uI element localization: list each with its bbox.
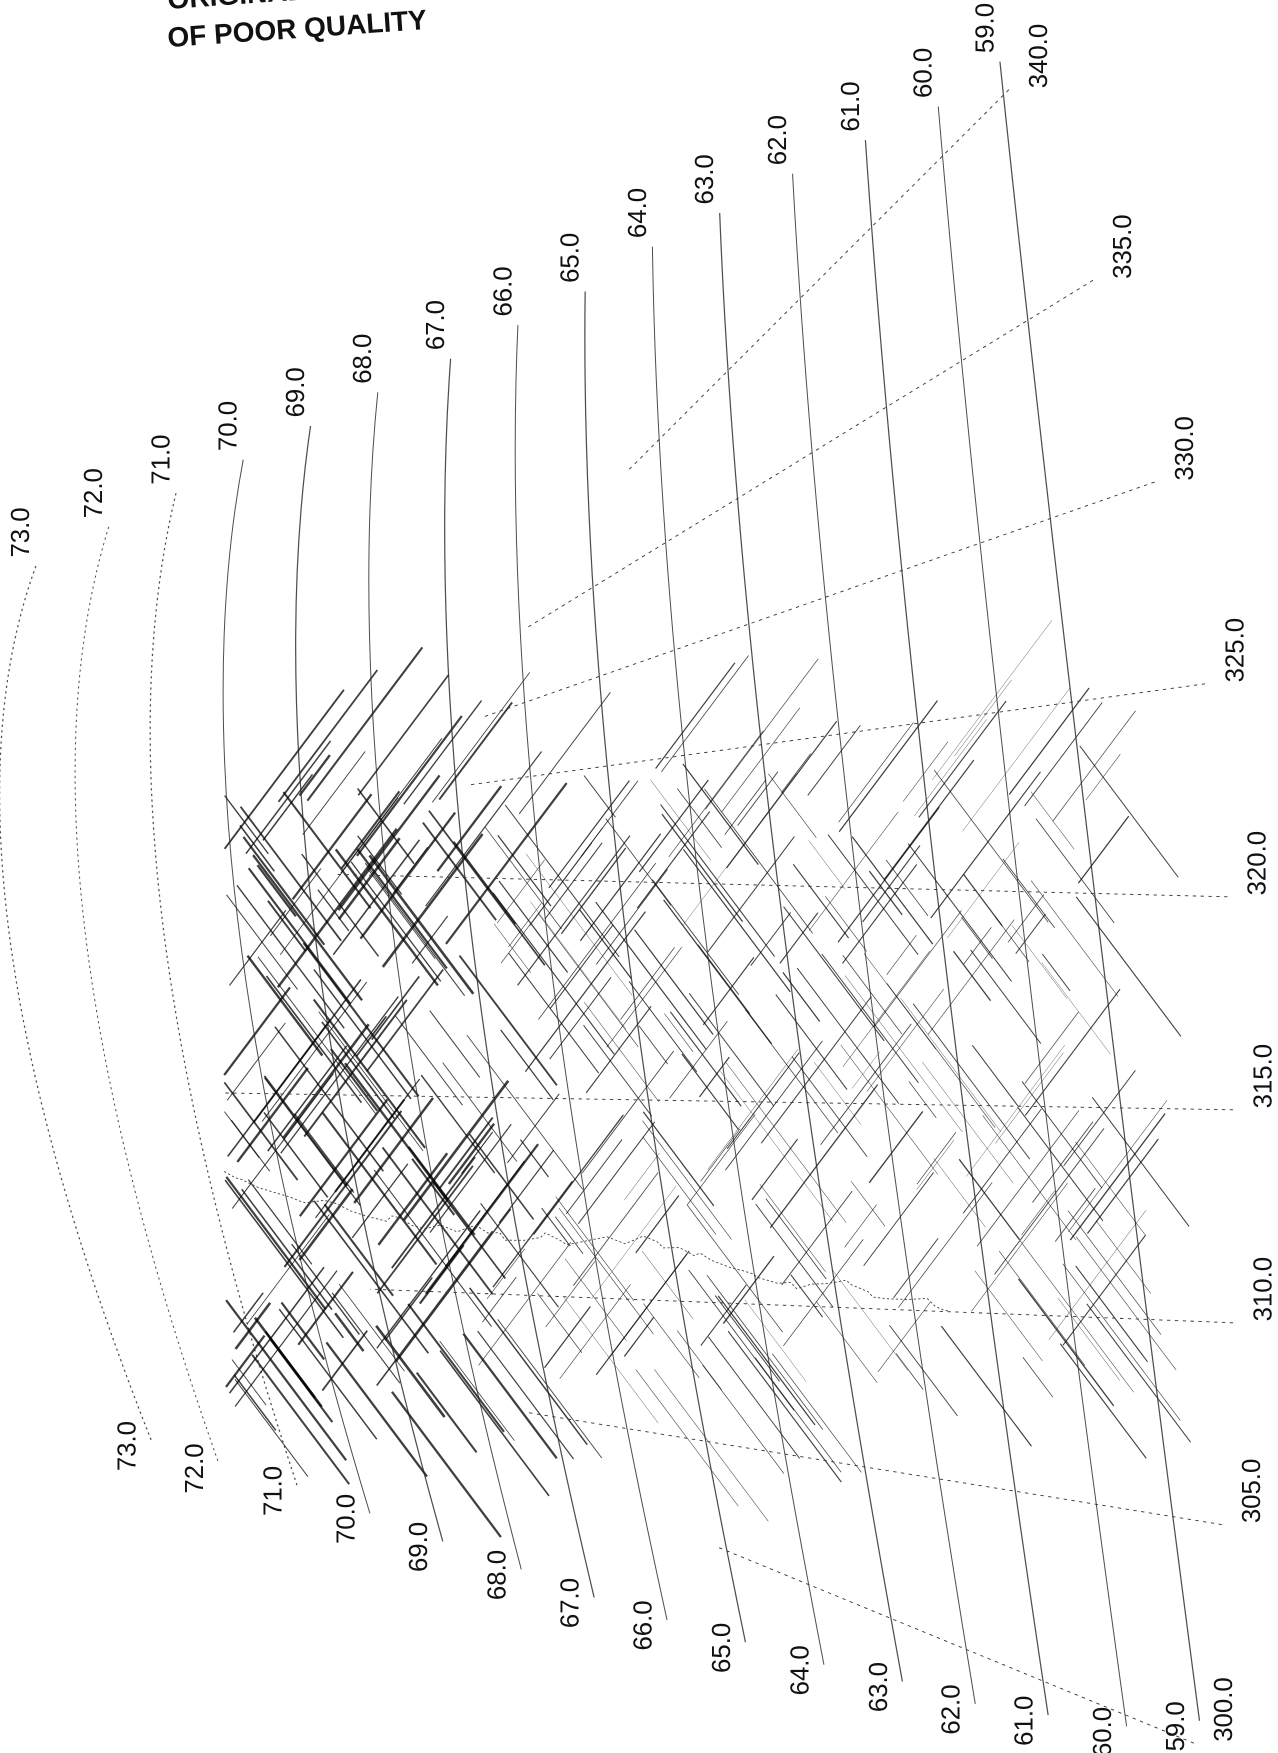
grid-label: 68.0: [349, 334, 377, 384]
grid-label: 73.0: [7, 507, 35, 557]
grid-label: 63.0: [691, 154, 719, 204]
grid-label: 72.0: [80, 468, 108, 518]
grid-label: 335.0: [1109, 214, 1137, 278]
grid-label: 70.0: [215, 401, 243, 451]
grid-label: 72.0: [181, 1443, 209, 1493]
grid-label: 305.0: [1238, 1459, 1266, 1523]
grid-label: 70.0: [332, 1494, 360, 1544]
grid-label: 62.0: [764, 115, 792, 165]
grid-label: 65.0: [557, 233, 585, 283]
grid-label: 64.0: [624, 188, 652, 238]
grid-label: 61.0: [1011, 1696, 1039, 1746]
grid-label: 71.0: [147, 435, 175, 485]
grid-label: 300.0: [1210, 1677, 1238, 1741]
grid-label: 59.0: [1162, 1701, 1190, 1751]
grid-label: 325.0: [1221, 618, 1249, 682]
grid-label: 66.0: [629, 1600, 657, 1650]
page: ORIGINAL OF POOR QUALITY 73.072.071.070.…: [0, 0, 1278, 1753]
grid-label: 60.0: [910, 48, 938, 98]
grid-label: 62.0: [938, 1684, 966, 1734]
grid-label: 65.0: [708, 1623, 736, 1673]
grid-label: 64.0: [786, 1645, 814, 1695]
grid-label: 73.0: [114, 1421, 142, 1471]
grid-label: 315.0: [1249, 1044, 1277, 1108]
map: ORIGINAL OF POOR QUALITY 73.072.071.070.…: [0, 0, 1278, 1753]
grid-label: 63.0: [865, 1662, 893, 1712]
grid-label: 66.0: [489, 266, 517, 316]
grid-label: 71.0: [259, 1466, 287, 1516]
grid-label: 310.0: [1249, 1257, 1277, 1321]
grid-label: 330.0: [1171, 416, 1199, 480]
grid-label: 69.0: [282, 367, 310, 417]
grid-label: 340.0: [1025, 24, 1053, 88]
grid-label: 60.0: [1089, 1707, 1117, 1753]
grid-label: 68.0: [484, 1550, 512, 1600]
grid-label: 59.0: [971, 3, 999, 53]
grid-label: 320.0: [1244, 831, 1272, 895]
grid-label: 67.0: [557, 1578, 585, 1628]
grid-label: 67.0: [422, 300, 450, 350]
grid-label: 69.0: [405, 1522, 433, 1572]
grid-label: 61.0: [837, 81, 865, 131]
